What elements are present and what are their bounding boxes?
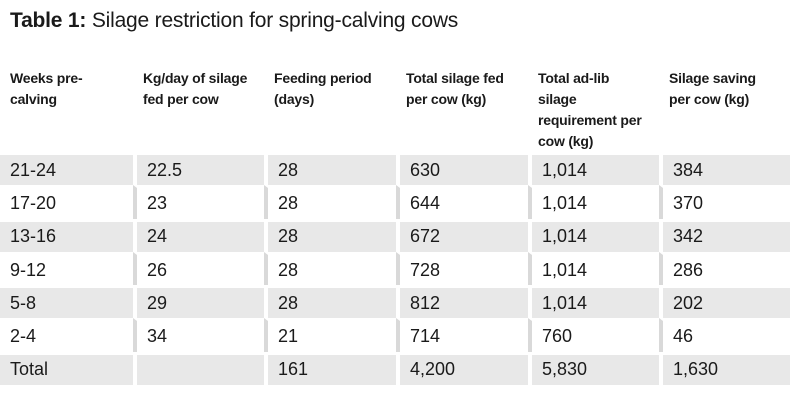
table-cell: 202 [659, 285, 790, 319]
table-cell: 29 [133, 285, 264, 319]
table-cell [133, 351, 264, 386]
column-header-feeding-period: Feeding period (days) [274, 70, 372, 107]
table-cell: 22.5 [133, 152, 264, 186]
table-cell: 644 [396, 185, 528, 219]
table-cell: 23 [133, 185, 264, 219]
table-cell: 28 [264, 285, 396, 319]
table-cell: 17-20 [0, 185, 133, 219]
table-cell: 384 [659, 152, 790, 186]
table-cell: 760 [528, 318, 659, 352]
table-cell: 1,014 [528, 185, 659, 219]
table-cell: 728 [396, 251, 528, 286]
table-cell: 630 [396, 152, 528, 186]
table-row: 17-20 23 28 644 1,014 370 [0, 185, 790, 219]
table-cell: 24 [133, 218, 264, 252]
table-header-row: Weeks pre-calving Kg/day of silage fed p… [0, 60, 790, 152]
column-header-kg-per-day: Kg/day of silage fed per cow [143, 70, 248, 107]
table-cell: 9-12 [0, 251, 133, 286]
column-header-weeks: Weeks pre-calving [10, 70, 83, 107]
table-cell: 1,630 [659, 351, 790, 386]
table-title-text: Silage restriction for spring-calving co… [91, 9, 459, 32]
table-cell: 5-8 [0, 285, 133, 319]
table-number-label: Table 1: [10, 9, 87, 32]
column-header-total-silage-fed: Total silage fed per cow (kg) [406, 70, 504, 107]
table-row: 13-16 24 28 672 1,014 342 [0, 218, 790, 252]
table-cell: 714 [396, 318, 528, 352]
table-cell: Total [0, 351, 133, 386]
column-header-silage-saving: Silage saving per cow (kg) [669, 70, 756, 107]
table-cell: 5,830 [528, 351, 659, 386]
table-cell: 161 [264, 351, 396, 386]
table-cell: 28 [264, 218, 396, 252]
table-cell: 1,014 [528, 218, 659, 252]
table-cell: 21 [264, 318, 396, 352]
table-cell: 28 [264, 185, 396, 219]
table-cell: 34 [133, 318, 264, 352]
table-row: 9-12 26 28 728 1,014 286 [0, 251, 790, 286]
table-cell: 286 [659, 251, 790, 286]
table-cell: 370 [659, 185, 790, 219]
table-cell: 812 [396, 285, 528, 319]
table-title: Table 1: Silage restriction for spring-c… [10, 8, 458, 34]
table-cell: 21-24 [0, 152, 133, 186]
table-row: 2-4 34 21 714 760 46 [0, 318, 790, 352]
table-row: 21-24 22.5 28 630 1,014 384 [0, 152, 790, 186]
table-cell: 1,014 [528, 152, 659, 186]
column-header-ad-lib-requirement: Total ad-lib silage requirement per cow … [538, 70, 642, 149]
table-cell: 342 [659, 218, 790, 252]
table-cell: 2-4 [0, 318, 133, 352]
table-cell: 1,014 [528, 285, 659, 319]
table-row: 5-8 29 28 812 1,014 202 [0, 285, 790, 319]
table-cell: 28 [264, 152, 396, 186]
table-cell: 4,200 [396, 351, 528, 386]
table-cell: 1,014 [528, 251, 659, 286]
table-cell: 26 [133, 251, 264, 286]
silage-restriction-table: Weeks pre-calving Kg/day of silage fed p… [0, 60, 790, 386]
table-cell: 672 [396, 218, 528, 252]
table-cell: 28 [264, 251, 396, 286]
table-row-total: Total 161 4,200 5,830 1,630 [0, 351, 790, 386]
table-cell: 46 [659, 318, 790, 352]
table-cell: 13-16 [0, 218, 133, 252]
